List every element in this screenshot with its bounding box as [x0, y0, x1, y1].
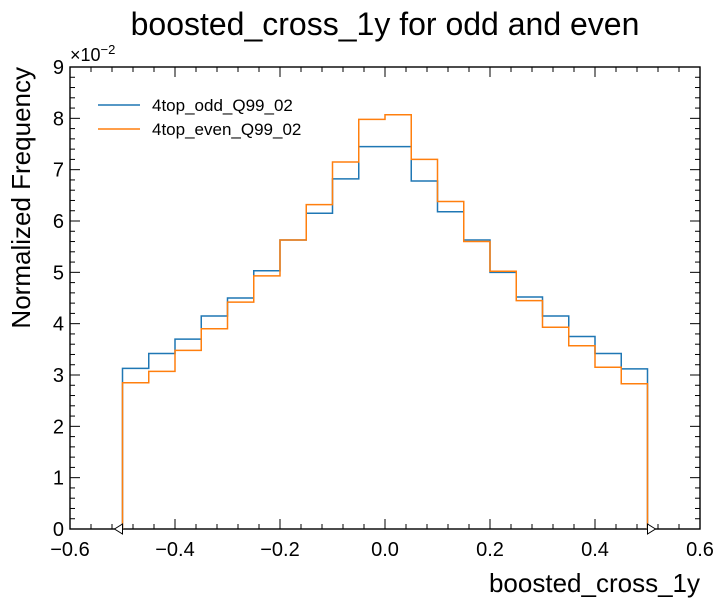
x-axis-label: boosted_cross_1y — [489, 568, 700, 598]
x-tick-label: 0.4 — [581, 539, 609, 561]
x-tick-label: 0.6 — [686, 539, 714, 561]
range-marker-right — [647, 523, 657, 535]
y-tick-label: 2 — [53, 416, 64, 438]
y-axis-label: Normalized Frequency — [6, 67, 36, 329]
y-tick-label: 0 — [53, 519, 64, 541]
x-tick-label: −0.4 — [155, 539, 194, 561]
y-scale-label: ×10−2 — [70, 42, 115, 65]
series-line-1 — [121, 113, 649, 529]
x-tick-label: 0.2 — [476, 539, 504, 561]
y-scale-exponent: −2 — [101, 42, 116, 57]
legend-label-odd: 4top_odd_Q99_02 — [152, 96, 293, 115]
y-tick-label: 1 — [53, 468, 64, 490]
ticks-layer — [69, 66, 701, 530]
series-layer — [121, 113, 649, 529]
y-tick-label: 8 — [53, 108, 64, 130]
y-tick-label: 4 — [53, 314, 64, 336]
y-tick-label: 5 — [53, 262, 64, 284]
series-line-0 — [121, 145, 649, 529]
chart-title: boosted_cross_1y for odd and even — [131, 6, 640, 42]
tick-labels: −0.6 −0.4 −0.2 0.0 0.2 0.4 0.6 0 1 2 3 4 5 6 7 8 9 — [50, 57, 714, 561]
y-tick-label: 7 — [53, 160, 64, 182]
legend: 4top_odd_Q99_02 4top_even_Q99_02 — [98, 96, 301, 139]
y-tick-label: 3 — [53, 365, 64, 387]
y-scale-base: ×10 — [70, 45, 101, 65]
y-tick-label: 6 — [53, 211, 64, 233]
x-tick-label: −0.2 — [260, 539, 299, 561]
x-tick-label: 0.0 — [371, 539, 399, 561]
range-marker-left — [113, 523, 123, 535]
y-tick-label: 9 — [53, 57, 64, 79]
legend-label-even: 4top_even_Q99_02 — [152, 120, 301, 139]
range-markers — [113, 523, 657, 535]
x-tick-label: −0.6 — [50, 539, 89, 561]
